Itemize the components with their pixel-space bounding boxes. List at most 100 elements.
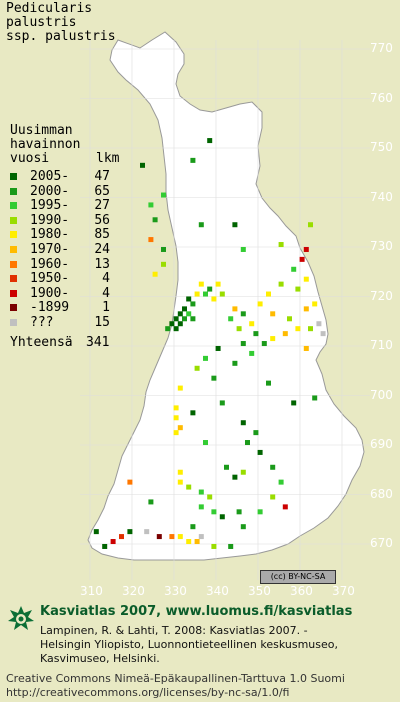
grid-lines xyxy=(80,40,370,580)
observation-square xyxy=(177,534,183,540)
observation-square xyxy=(173,326,179,332)
finland-outline xyxy=(87,31,365,561)
legend-row: 1980- 85 xyxy=(10,228,110,242)
observation-square xyxy=(161,192,166,198)
observation-square xyxy=(270,311,276,317)
observation-square xyxy=(249,350,255,356)
legend-label: 1960- xyxy=(30,256,70,272)
legend-swatch xyxy=(10,173,17,180)
observation-square xyxy=(240,420,246,426)
legend-label: 1980- xyxy=(30,227,70,243)
observation-square xyxy=(148,202,154,208)
x-tick-label: 350 xyxy=(248,584,271,598)
observation-square xyxy=(303,345,309,351)
legend-label: 1995- xyxy=(30,198,70,214)
observation-square xyxy=(245,440,250,446)
brand-link[interactable]: Kasviatlas 2007, www.luomus.fi/kasviatla… xyxy=(40,604,353,619)
x-tick-label: 370 xyxy=(332,584,355,598)
observation-square xyxy=(282,331,288,337)
legend-label: 2005- xyxy=(30,169,70,184)
observation-square xyxy=(232,306,238,312)
observation-square xyxy=(240,246,246,252)
y-tick-label: 700 xyxy=(370,387,393,402)
observation-square xyxy=(194,539,200,545)
observation-square xyxy=(270,336,276,342)
legend-count: 56 xyxy=(94,212,110,228)
observation-square xyxy=(232,222,238,228)
observation-square xyxy=(215,281,221,287)
observation-square xyxy=(278,479,284,485)
legend-row: ??? 15 xyxy=(10,316,110,330)
legend-count: 13 xyxy=(94,256,110,272)
legend-swatch xyxy=(10,289,17,297)
observation-square xyxy=(282,504,288,510)
observation-square xyxy=(186,311,192,317)
y-tick-label: 690 xyxy=(370,437,393,451)
observation-square xyxy=(194,291,200,297)
legend-swatch xyxy=(10,231,17,239)
legend-swatch xyxy=(10,319,17,326)
footer: Kasviatlas 2007, www.luomus.fi/kasviatla… xyxy=(0,598,400,702)
observation-square xyxy=(127,479,133,485)
observation-square xyxy=(219,400,225,406)
observation-square xyxy=(198,534,204,540)
observation-square xyxy=(144,529,150,535)
observation-square xyxy=(161,261,166,267)
legend-swatch xyxy=(10,202,17,210)
observation-square xyxy=(278,242,284,248)
observation-square xyxy=(198,222,204,228)
legend-total-label: Yhteensä xyxy=(10,335,73,350)
observation-square xyxy=(291,266,297,272)
observation-square xyxy=(253,430,259,436)
observation-square xyxy=(161,246,166,252)
observation-square xyxy=(224,464,229,470)
observation-square xyxy=(169,534,175,540)
observation-square xyxy=(198,489,204,495)
observation-square xyxy=(211,543,217,549)
legend-row: 1995- 27 xyxy=(10,199,110,213)
observation-square xyxy=(190,410,196,416)
observation-square xyxy=(232,360,238,366)
x-tick-label: 320 xyxy=(122,584,145,598)
observation-square xyxy=(182,306,187,312)
legend-count: 4 xyxy=(102,285,110,301)
observation-square xyxy=(207,494,213,500)
legend-count: 27 xyxy=(94,198,110,214)
legend-label: 1950- xyxy=(30,271,70,287)
x-tick-label: 310 xyxy=(80,584,103,598)
observation-square xyxy=(102,543,108,549)
legend-total-count: 341 xyxy=(86,335,110,350)
legend-row: 1970- 24 xyxy=(10,243,110,257)
observation-squares xyxy=(93,138,326,549)
observation-square xyxy=(169,321,175,327)
legend-row: 1990- 56 xyxy=(10,212,110,228)
observation-square xyxy=(127,529,133,535)
observation-square xyxy=(190,316,196,322)
legend-row: 1960- 13 xyxy=(10,256,110,272)
observation-square xyxy=(173,430,179,436)
observation-square xyxy=(173,405,179,411)
observation-square xyxy=(173,316,179,322)
license-url-link[interactable]: http://creativecommons.org/licenses/by-n… xyxy=(6,686,290,699)
legend-label: 2000- xyxy=(30,183,70,199)
legend-count: 1 xyxy=(102,300,110,316)
legend-count: 4 xyxy=(102,271,110,287)
observation-square xyxy=(177,311,183,317)
observation-square xyxy=(303,246,309,252)
observation-square xyxy=(203,355,208,361)
species-title-line-3: ssp. palustris xyxy=(6,29,116,44)
legend-swatch xyxy=(10,246,17,253)
legend-swatch xyxy=(10,260,17,268)
cc-license-badge[interactable]: (cc) BY-NC-SA xyxy=(260,570,336,584)
observation-square xyxy=(207,286,213,292)
observation-square xyxy=(316,321,322,327)
cc-badge-text: BY-NC-SA xyxy=(288,572,326,581)
observation-square xyxy=(236,326,242,332)
cc-icon: (cc) xyxy=(270,572,289,581)
observation-square xyxy=(211,375,217,381)
observation-square xyxy=(219,291,225,297)
legend-swatch xyxy=(10,275,17,283)
y-tick-label: 770 xyxy=(370,41,393,55)
observation-square xyxy=(240,311,246,317)
